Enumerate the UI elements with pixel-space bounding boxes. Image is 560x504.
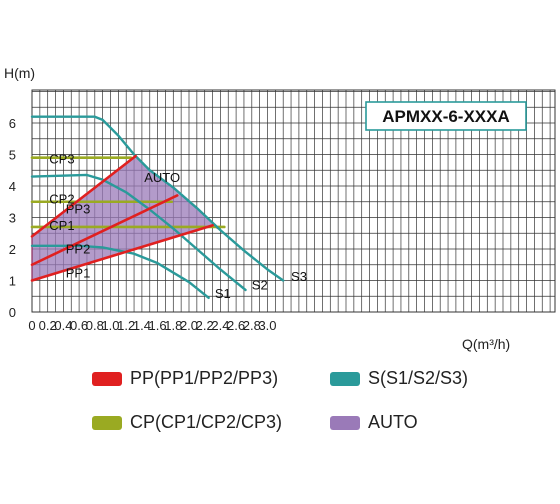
series-line-pp3 [30, 154, 137, 238]
x-tick-label: 3.0 [258, 318, 276, 333]
series-line-s3 [30, 115, 285, 282]
model-title-box: APMXX-6-XXXA [365, 101, 527, 131]
y-tick-label: 4 [9, 179, 16, 194]
legend-item-auto: AUTO [330, 412, 418, 433]
x-axis-label: Q(m³/h) [462, 336, 510, 352]
legend-item-cp: CP(CP1/CP2/CP3) [92, 412, 282, 433]
legend-label-cp: CP(CP1/CP2/CP3) [130, 412, 283, 432]
chart-series [30, 115, 285, 300]
x-tick-label: 2.6 [227, 318, 245, 333]
x-tick-label: 0.8 [86, 318, 104, 333]
legend-label-pp: PP(PP1/PP2/PP3) [130, 368, 279, 388]
series-label-auto: AUTO [144, 170, 180, 185]
x-tick-label: 0 [28, 318, 35, 333]
x-tick-label: 2.4 [211, 318, 229, 333]
legend-label-s: S(S1/S2/S3) [368, 368, 469, 388]
x-tick-label: 1.2 [117, 318, 135, 333]
y-tick-label: 2 [9, 242, 16, 257]
y-axis-label: H(m) [4, 65, 35, 81]
x-tick-label: 1.6 [149, 318, 167, 333]
series-line-pp2 [30, 194, 179, 267]
series-label-pp2: PP2 [66, 242, 91, 257]
x-tick-label: 0.2 [39, 318, 57, 333]
legend-swatch-cp [92, 415, 122, 430]
legend-item-pp: PP(PP1/PP2/PP3) [92, 368, 278, 389]
legend-swatch-pp [92, 371, 122, 386]
series-label-pp1: PP1 [66, 265, 91, 280]
chart-legend: PP(PP1/PP2/PP3) S(S1/S2/S3) CP(CP1/CP2/C… [0, 368, 560, 448]
series-label-s1: S1 [215, 286, 231, 301]
x-tick-label: 1.8 [164, 318, 182, 333]
series-label-pp3: PP3 [66, 202, 91, 217]
legend-swatch-s [330, 371, 360, 386]
series-line-pp1 [30, 224, 214, 282]
x-tick-label: 1.0 [101, 318, 119, 333]
chart-title: APMXX-6-XXXA [382, 107, 510, 126]
x-tick-label: 2.2 [196, 318, 214, 333]
y-tick-label: 5 [9, 148, 16, 163]
series-line-s1 [30, 244, 210, 300]
axis-ticks: 0 0.20.40.60.81.01.21.41.61.82.02.22.42.6… [9, 116, 277, 333]
x-tick-label: 0.4 [54, 318, 72, 333]
y-tick-label: 0 [9, 305, 16, 320]
pump-curve-chart: 0 0.20.40.60.81.01.21.41.61.82.02.22.42.6… [4, 65, 556, 352]
series-label-s2: S2 [252, 277, 268, 292]
legend-swatch-auto [330, 415, 360, 430]
x-tick-label: 0.6 [70, 318, 88, 333]
x-tick-label: 1.4 [133, 318, 151, 333]
series-label-cp2: CP2 [49, 191, 74, 206]
series-label-cp3: CP3 [49, 151, 74, 166]
series-label-s3: S3 [291, 269, 307, 284]
y-tick-label: 1 [9, 274, 16, 289]
legend-item-s: S(S1/S2/S3) [330, 368, 468, 389]
series-label-cp1: CP1 [49, 218, 74, 233]
y-tick-label: 6 [9, 116, 16, 131]
y-tick-label: 3 [9, 211, 16, 226]
x-tick-label: 2.8 [243, 318, 261, 333]
legend-label-auto: AUTO [368, 412, 418, 432]
x-tick-label: 2.0 [180, 318, 198, 333]
